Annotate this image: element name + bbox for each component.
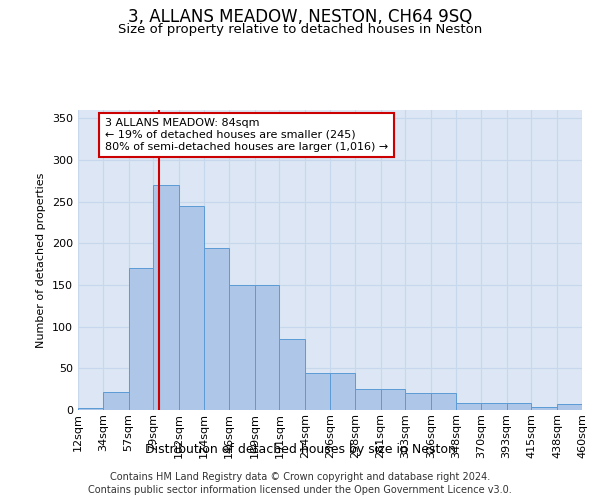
Y-axis label: Number of detached properties: Number of detached properties — [37, 172, 46, 348]
Text: Size of property relative to detached houses in Neston: Size of property relative to detached ho… — [118, 22, 482, 36]
Text: Contains HM Land Registry data © Crown copyright and database right 2024.: Contains HM Land Registry data © Crown c… — [110, 472, 490, 482]
Text: Distribution of detached houses by size in Neston: Distribution of detached houses by size … — [145, 442, 455, 456]
Bar — [481, 404, 506, 410]
Bar — [204, 248, 229, 410]
Bar — [456, 404, 481, 410]
Bar — [103, 392, 128, 410]
Bar — [506, 404, 532, 410]
Text: Contains public sector information licensed under the Open Government Licence v3: Contains public sector information licen… — [88, 485, 512, 495]
Bar — [128, 268, 154, 410]
Bar — [154, 185, 179, 410]
Bar — [254, 285, 280, 410]
Bar — [179, 206, 204, 410]
Bar — [431, 394, 456, 410]
Bar — [229, 285, 254, 410]
Bar — [355, 389, 380, 410]
Bar — [557, 404, 582, 410]
Text: 3 ALLANS MEADOW: 84sqm
← 19% of detached houses are smaller (245)
80% of semi-de: 3 ALLANS MEADOW: 84sqm ← 19% of detached… — [105, 118, 388, 152]
Bar — [330, 372, 355, 410]
Bar — [532, 406, 557, 410]
Bar — [406, 394, 431, 410]
Bar — [78, 408, 103, 410]
Bar — [280, 339, 305, 410]
Text: 3, ALLANS MEADOW, NESTON, CH64 9SQ: 3, ALLANS MEADOW, NESTON, CH64 9SQ — [128, 8, 472, 26]
Bar — [305, 372, 330, 410]
Bar — [380, 389, 406, 410]
